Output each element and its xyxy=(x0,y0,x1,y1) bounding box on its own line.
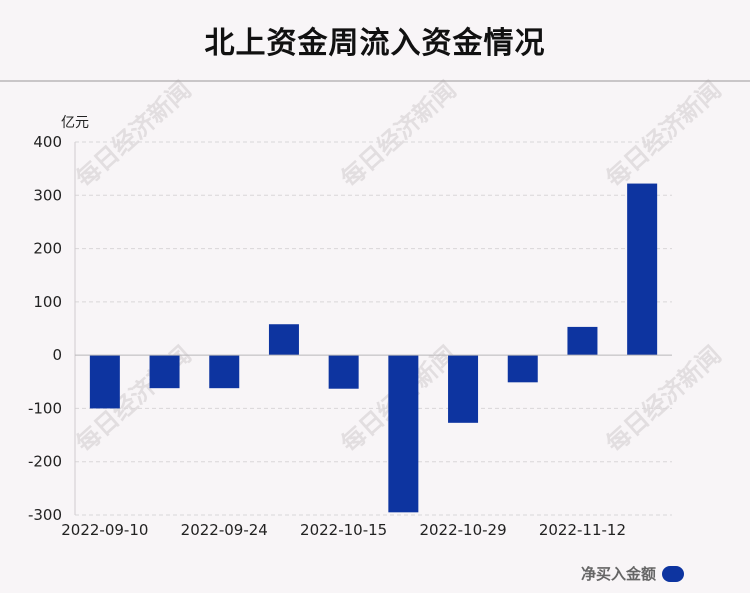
y-tick-label: 400 xyxy=(33,133,62,151)
y-tick-label: 300 xyxy=(33,186,62,204)
x-tick-label: 2022-09-24 xyxy=(181,521,268,539)
chart-title: 北上资金周流入资金情况 xyxy=(204,26,546,61)
bar xyxy=(507,355,538,383)
legend-swatch xyxy=(662,565,684,582)
bar xyxy=(89,355,120,409)
y-tick-label: 0 xyxy=(52,346,62,364)
legend: 净买入金额 xyxy=(581,563,684,584)
y-tick-label: 200 xyxy=(33,240,62,258)
bar xyxy=(149,355,180,389)
x-tick-label: 2022-10-29 xyxy=(419,521,506,539)
bar xyxy=(209,355,240,389)
legend-label: 净买入金额 xyxy=(580,565,656,583)
bar xyxy=(388,355,419,513)
bar xyxy=(328,355,359,389)
x-tick-label: 2022-11-12 xyxy=(539,521,626,539)
chart-header: 北上资金周流入资金情况 xyxy=(0,0,750,82)
y-axis-unit-label: 亿元 xyxy=(61,115,89,131)
x-tick-label: 2022-10-15 xyxy=(300,521,387,539)
bar xyxy=(627,183,658,356)
bar xyxy=(567,326,598,356)
x-tick-label: 2022-09-10 xyxy=(61,521,148,539)
y-tick-label: -300 xyxy=(28,506,62,524)
y-tick-label: 100 xyxy=(33,293,62,311)
y-tick-label: -200 xyxy=(28,453,62,471)
bar xyxy=(268,324,299,356)
bar xyxy=(448,355,479,423)
y-tick-label: -100 xyxy=(28,399,62,417)
